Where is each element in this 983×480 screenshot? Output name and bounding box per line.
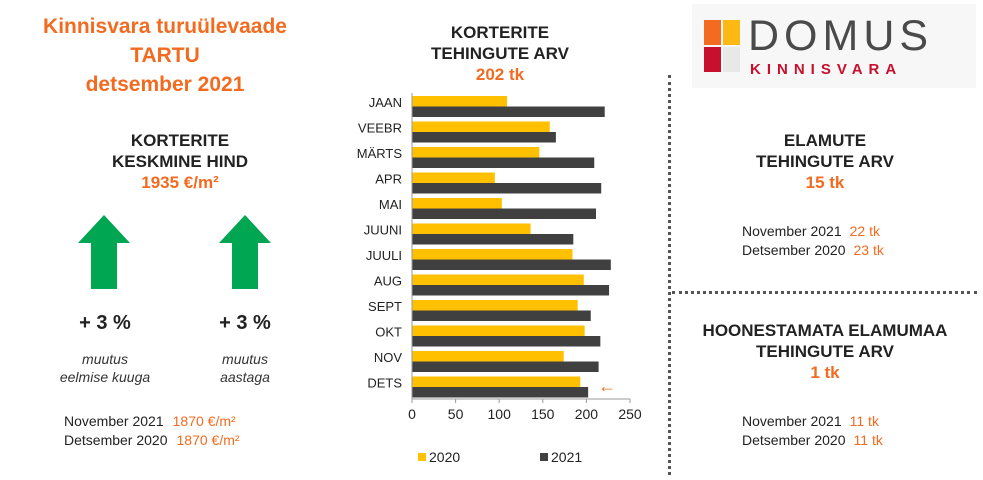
bar-2020: [412, 147, 540, 158]
comparison-label: Detsember 2020: [742, 432, 846, 448]
comparison-label: November 2021: [64, 413, 164, 429]
x-tick-label: 100: [488, 406, 512, 422]
houses-section: ELAMUTE TEHINGUTE ARV 15 tk: [700, 130, 950, 194]
bar-2021: [412, 387, 589, 398]
bar-2021: [412, 208, 596, 219]
bar-2021: [412, 183, 602, 194]
comparison-value: 11 tk: [853, 432, 883, 448]
land-title-2: TEHINGUTE ARV: [756, 342, 894, 361]
apartments-section: KORTERITE TEHINGUTE ARV 202 tk: [395, 22, 605, 86]
comparison-label: Detsember 2020: [742, 242, 846, 258]
houses-comparison: November 2021 22 tk Detsember 2020 23 tk: [742, 222, 884, 260]
bar-2021: [412, 234, 574, 245]
bar-2020: [412, 121, 550, 132]
bar-2020: [412, 351, 564, 362]
bar-2021: [412, 259, 611, 270]
horizontal-divider: [672, 291, 977, 294]
bar-2021: [412, 336, 601, 347]
yearly-change-caption: muutus aastaga: [185, 350, 305, 386]
caption-line: muutus: [82, 351, 128, 367]
category-label: JAAN: [369, 95, 402, 110]
bar-2020: [412, 96, 508, 107]
legend-label: 2021: [551, 449, 582, 465]
logo-mark-icon: [704, 20, 740, 72]
monthly-change: + 3 %: [79, 312, 131, 334]
apartments-title-1: KORTERITE: [450, 23, 550, 42]
bar-2020: [412, 172, 495, 183]
caption-line: muutus: [222, 351, 268, 367]
x-tick-label: 50: [448, 406, 464, 422]
yearly-change: + 3 %: [219, 312, 271, 334]
price-title-1: KORTERITE: [130, 131, 230, 150]
x-tick-label: 0: [408, 406, 416, 422]
bar-2021: [412, 285, 610, 296]
caption-line: eelmise kuuga: [59, 369, 151, 385]
vertical-divider: [668, 75, 671, 475]
x-tick-label: 250: [618, 406, 642, 422]
category-label: MAI: [379, 197, 402, 212]
up-arrow-icon: [219, 215, 271, 289]
title-line-3: detsember 2021: [85, 73, 245, 96]
bar-2021: [412, 132, 556, 143]
category-label: MÄRTS: [357, 146, 403, 161]
bar-2021: [412, 157, 595, 168]
title-line-1: Kinnisvara turuülevaade: [43, 15, 287, 38]
bar-2020: [412, 274, 584, 285]
logo-subtitle: KINNISVARA: [750, 61, 903, 78]
category-label: VEEBR: [358, 121, 402, 136]
title-line-2: TARTU: [130, 44, 200, 67]
price-value: 1935 €/m²: [141, 173, 219, 192]
price-title-2: KESKMINE HIND: [111, 152, 248, 171]
bar-2021: [412, 106, 605, 117]
legend-swatch-2020: [418, 453, 426, 461]
caption-line: aastaga: [220, 369, 270, 385]
comparison-value: 11 tk: [849, 413, 879, 429]
x-tick-label: 200: [575, 406, 599, 422]
category-label: AUG: [374, 274, 402, 289]
houses-value: 15 tk: [805, 173, 845, 192]
category-label: NOV: [374, 350, 403, 365]
annotation-arrow: ←: [598, 376, 616, 396]
apartments-bar-chart: JAAN VEEBR MÄRTS APR MAI JUUNI JUULI AUG SEPT OKT…: [357, 93, 642, 465]
category-label: JUUNI: [364, 223, 402, 238]
domus-logo: DOMUS KINNISVARA: [692, 4, 976, 88]
category-label: OKT: [375, 325, 402, 340]
bar-2021: [412, 361, 599, 372]
apartments-value: 202 tk: [475, 65, 525, 84]
bar-2020: [412, 300, 578, 311]
comparison-label: Detsember 2020: [64, 432, 168, 448]
land-comparison: November 2021 11 tk Detsember 2020 11 tk: [742, 412, 883, 450]
houses-title-2: TEHINGUTE ARV: [756, 152, 894, 171]
apartments-title-2: TEHINGUTE ARV: [431, 44, 569, 63]
comparison-value: 1870 €/m²: [172, 413, 236, 429]
price-section: KORTERITE KESKMINE HIND 1935 €/m²: [65, 130, 295, 194]
bar-2021: [412, 310, 591, 321]
bar-2020: [412, 198, 502, 209]
logo-brand: DOMUS: [748, 12, 934, 60]
monthly-change-caption: muutus eelmise kuuga: [30, 350, 180, 386]
category-label: JUULI: [366, 248, 402, 263]
land-section: HOONESTAMATA ELAMUMAA TEHINGUTE ARV 1 tk: [675, 320, 975, 384]
legend-swatch-2021: [540, 453, 548, 461]
comparison-value: 22 tk: [849, 223, 880, 239]
bar-2020: [412, 223, 531, 234]
report-title: Kinnisvara turuülevaade TARTU detsember …: [0, 12, 330, 99]
houses-title-1: ELAMUTE: [783, 131, 867, 150]
bar-2020: [412, 376, 581, 387]
bar-2020: [412, 325, 585, 336]
category-label: DETS: [367, 376, 402, 391]
up-arrow-icon: [78, 215, 130, 289]
x-tick-label: 150: [531, 406, 555, 422]
price-comparison: November 2021 1870 €/m² Detsember 2020 187…: [64, 412, 240, 450]
legend-label: 2020: [429, 449, 460, 465]
category-label: SEPT: [368, 299, 402, 314]
land-title-1: HOONESTAMATA ELAMUMAA: [702, 321, 948, 340]
comparison-label: November 2021: [742, 223, 842, 239]
comparison-value: 1870 €/m²: [176, 432, 240, 448]
land-value: 1 tk: [810, 363, 840, 382]
comparison-value: 23 tk: [853, 242, 884, 258]
category-label: APR: [375, 172, 402, 187]
bar-2020: [412, 249, 573, 260]
comparison-label: November 2021: [742, 413, 842, 429]
